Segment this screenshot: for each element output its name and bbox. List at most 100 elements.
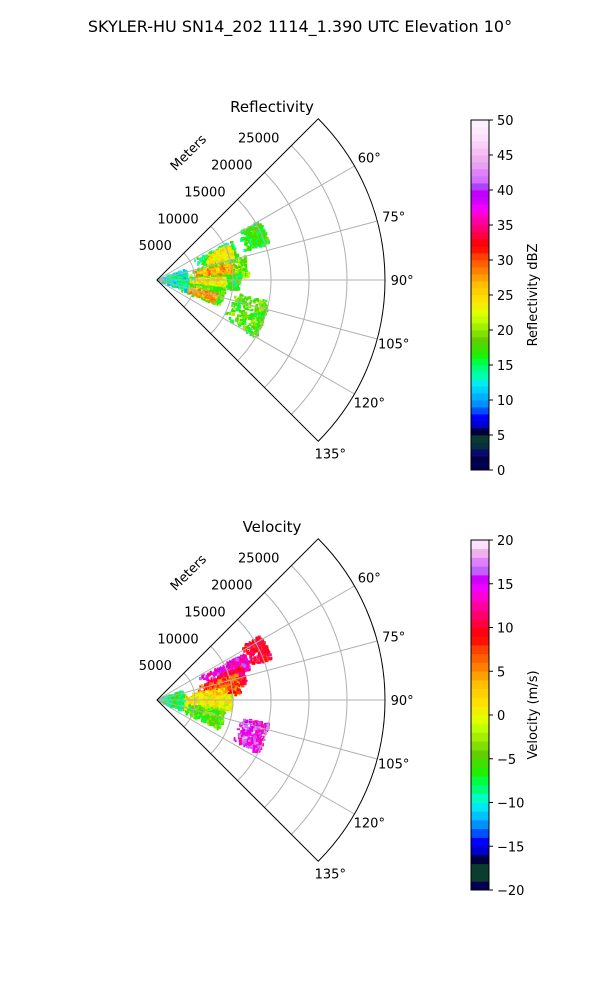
reflectivity-echo-cell: [198, 280, 201, 284]
velocity-echo-cell: [242, 682, 245, 684]
reflectivity-echo-cell: [258, 234, 261, 238]
velocity-echo-cell: [244, 679, 248, 682]
velocity-echo-cell: [238, 672, 243, 677]
velocity-echo-cell: [219, 685, 223, 690]
reflectivity-echo-cell: [201, 254, 206, 258]
reflectivity-colorbar-swatch: [471, 127, 489, 135]
reflectivity-range-tick-label: 25000: [238, 132, 279, 147]
velocity-echo-cell: [187, 708, 189, 711]
reflectivity-echo-cell: [255, 222, 259, 225]
reflectivity-echo-cell: [197, 262, 200, 266]
reflectivity-echo-cell: [196, 291, 200, 295]
reflectivity-echo-cell: [184, 270, 188, 273]
reflectivity-echo-cell: [165, 275, 168, 278]
velocity-echo-cell: [212, 700, 216, 705]
reflectivity-echo-cell: [252, 332, 256, 335]
reflectivity-echo-cell: [249, 226, 253, 230]
velocity-echo-cell: [222, 684, 226, 688]
reflectivity-echo-cell: [199, 260, 203, 263]
velocity-echo-cell: [215, 691, 218, 694]
reflectivity-echo-cell: [219, 262, 223, 267]
reflectivity-colorbar-tick-label: 30: [497, 254, 514, 269]
reflectivity-colorbar-swatch: [471, 267, 489, 275]
velocity-echo-cell: [221, 708, 226, 711]
reflectivity-echo-cell: [231, 305, 233, 307]
reflectivity-echo-cell: [201, 267, 205, 271]
velocity-echo-cell: [233, 661, 236, 665]
reflectivity-echo-cell: [253, 239, 257, 241]
reflectivity-echo-cell: [188, 289, 191, 293]
velocity-echo-cell: [212, 695, 216, 700]
reflectivity-colorbar-swatch: [471, 288, 489, 296]
reflectivity-echo-cell: [263, 306, 268, 308]
velocity-echo-cell: [186, 701, 191, 704]
reflectivity-echo-cell: [221, 281, 225, 284]
reflectivity-colorbar-swatch: [471, 330, 489, 338]
reflectivity-echo-cell: [193, 290, 196, 294]
reflectivity-echo-cell: [253, 323, 256, 327]
reflectivity-echo-cell: [221, 293, 225, 298]
reflectivity-range-tick-label: 5000: [139, 239, 172, 254]
reflectivity-azimuth-tick-label: 60°: [358, 152, 381, 167]
reflectivity-echo-cell: [237, 275, 241, 278]
velocity-echo-cell: [219, 696, 223, 701]
reflectivity-echo-cell: [236, 315, 239, 318]
velocity-echo-cell: [206, 674, 209, 678]
reflectivity-echo-cell: [221, 292, 225, 296]
reflectivity-echo-cell: [206, 260, 210, 264]
velocity-echo-cell: [223, 686, 226, 689]
figure-title: SKYLER-HU SN14_202 1114_1.390 UTC Elevat…: [88, 17, 512, 37]
reflectivity-echo-cell: [260, 308, 264, 313]
reflectivity-echo-cell: [232, 245, 235, 249]
velocity-echo-cell: [223, 688, 228, 691]
reflectivity-echo-cell: [189, 290, 194, 294]
velocity-echo-cell: [181, 696, 185, 699]
velocity-echo-cell: [199, 677, 202, 681]
velocity-echo-cell: [223, 682, 227, 685]
reflectivity-echo-cell: [207, 254, 210, 258]
reflectivity-echo-cell: [238, 276, 242, 280]
reflectivity-colorbar-swatch: [471, 463, 489, 471]
reflectivity-echo-cell: [217, 256, 221, 261]
reflectivity-echo-cell: [235, 275, 238, 279]
velocity-echo-cell: [226, 706, 230, 710]
reflectivity-echo-cell: [244, 301, 247, 305]
velocity-echo-cell: [207, 708, 210, 710]
reflectivity-colorbar-swatch: [471, 204, 489, 212]
reflectivity-echo-cell: [244, 305, 247, 309]
velocity-echo-cell: [234, 685, 237, 687]
reflectivity-echo-cell: [253, 326, 256, 330]
reflectivity-azimuth-gridline: [156, 279, 378, 340]
velocity-echo-cell: [204, 685, 208, 690]
velocity-echo-cell: [214, 698, 218, 703]
reflectivity-echo-cell: [256, 323, 259, 328]
velocity-echo-cell: [221, 703, 224, 706]
velocity-echo-cell: [202, 707, 206, 710]
reflectivity-echo-cell: [224, 248, 228, 251]
reflectivity-echo-cell: [205, 257, 208, 261]
reflectivity-echo-cell: [254, 307, 258, 310]
velocity-echo-cell: [220, 668, 223, 673]
reflectivity-echo-cell: [246, 229, 249, 233]
velocity-echo-cell: [198, 703, 202, 705]
velocity-echo-cell: [242, 679, 245, 684]
velocity-echo-cell: [244, 664, 247, 667]
reflectivity-colorbar-swatch: [471, 386, 489, 394]
reflectivity-echo-cell: [255, 298, 259, 302]
reflectivity-echo-cell: [231, 261, 236, 263]
reflectivity-echo-cell: [206, 287, 211, 291]
reflectivity-colorbar-swatch: [471, 141, 489, 149]
reflectivity-echo-cell: [245, 327, 249, 332]
reflectivity-echo-cell: [252, 230, 255, 234]
velocity-echo-cell: [230, 672, 233, 677]
reflectivity-echo-cell: [213, 250, 216, 255]
reflectivity-echo-cell: [198, 277, 201, 281]
reflectivity-echo-cell: [247, 327, 251, 331]
reflectivity-colorbar-swatch: [471, 295, 489, 303]
reflectivity-echo-cell: [173, 277, 176, 280]
velocity-echo-cell: [229, 688, 233, 691]
reflectivity-echo-cell: [232, 247, 237, 250]
reflectivity-colorbar-swatch: [471, 379, 489, 387]
reflectivity-echo-cell: [225, 256, 228, 260]
